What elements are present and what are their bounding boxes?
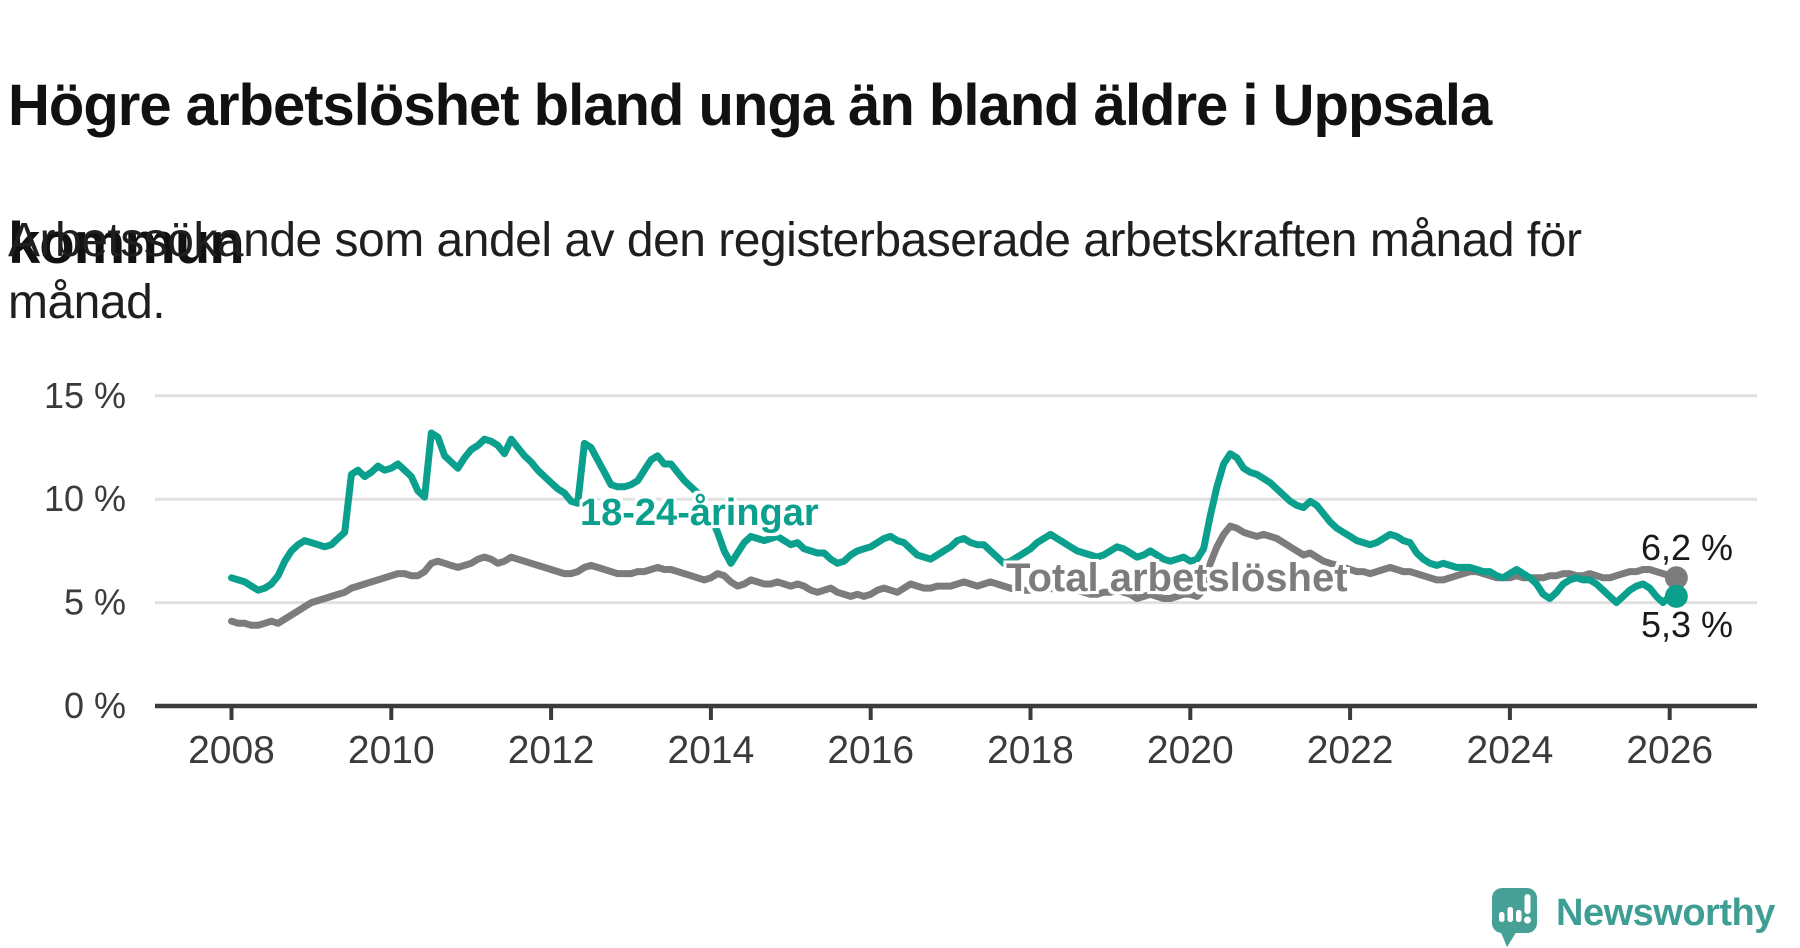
page-subtitle-line-2: månad.: [8, 276, 166, 329]
x-axis-tick-label: 2024: [1467, 729, 1554, 772]
x-axis-tick-label: 2020: [1147, 729, 1234, 772]
series-line-youth: [228, 429, 1680, 607]
newsworthy-logo-text: Newsworthy: [1556, 892, 1775, 934]
x-axis-tick-label: 2022: [1307, 729, 1394, 772]
series-label-youth: 18-24-åringar: [580, 492, 819, 534]
x-axis-tick-label: 2008: [188, 729, 275, 772]
newsworthy-speech-bubble-chart-icon: [1492, 888, 1537, 947]
series-label-total: Total arbetslöshet: [1006, 556, 1348, 600]
end-value-label-youth: 5,3 %: [1641, 604, 1734, 645]
x-axis-tick-label: 2016: [827, 729, 914, 772]
y-axis-tick-label: 0 %: [64, 685, 126, 726]
page-title-line-1: Högre arbetslöshet bland unga än bland ä…: [8, 73, 1492, 138]
page-subtitle-line-1: Arbetssökande som andel av den registerb…: [8, 214, 1582, 267]
y-axis-tick-label: 10 %: [44, 478, 126, 519]
y-axis-tick-label: 15 %: [44, 375, 126, 416]
series-end-dot-youth: [1664, 584, 1688, 608]
series-line-total: [228, 522, 1680, 629]
x-axis-tick-label: 2014: [668, 729, 755, 772]
page-subtitle: Arbetssökande som andel av den registerb…: [8, 210, 1788, 334]
series-end-dot-total: [1664, 566, 1688, 590]
x-axis-tick-label: 2018: [987, 729, 1074, 772]
page-title-line-2: kommun: [8, 211, 245, 276]
x-axis-tick-label: 2026: [1626, 729, 1713, 772]
newsworthy-logo[interactable]: Newsworthy: [1492, 886, 1775, 948]
x-axis-tick-label: 2010: [348, 729, 435, 772]
y-axis-tick-label: 5 %: [64, 582, 126, 623]
end-value-label-total: 6,2 %: [1641, 527, 1734, 568]
x-axis-tick-label: 2012: [508, 729, 595, 772]
page-title: Högre arbetslöshet bland unga än bland ä…: [8, 2, 1788, 347]
